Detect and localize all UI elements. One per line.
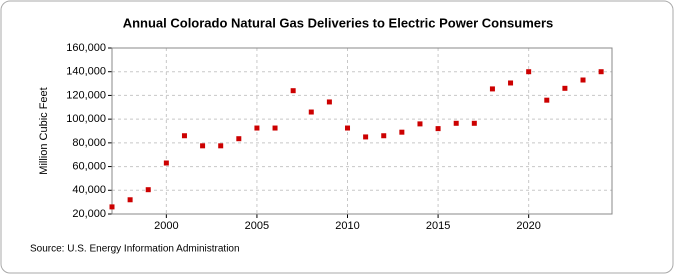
source: Source: U.S. Energy Information Administ… (30, 244, 240, 255)
point (562, 85, 568, 91)
y-tick-label: 20,000 (72, 208, 106, 220)
chart-title: Annual Colorado Natural Gas Deliveries t… (123, 15, 554, 30)
point (526, 69, 532, 75)
x-tick-label: 2005 (245, 220, 269, 232)
point (435, 126, 441, 132)
y-axis-label: Million Cubic Feet (38, 87, 50, 174)
frame (0, 0, 674, 274)
y-tick-label: 100,000 (66, 113, 106, 125)
point (290, 88, 296, 94)
point (181, 133, 187, 139)
point (272, 125, 278, 131)
point (308, 109, 314, 115)
point (326, 99, 332, 105)
x-tick-label: 2000 (154, 220, 178, 232)
x-tick-label: 2015 (426, 220, 450, 232)
y-tick-label: 120,000 (66, 89, 106, 101)
point (236, 136, 242, 142)
point (218, 143, 224, 149)
point (471, 120, 477, 126)
x-tick-label: 2020 (516, 220, 540, 232)
point (489, 86, 495, 92)
y-tick-label: 80,000 (72, 137, 106, 149)
point (508, 80, 514, 86)
point (453, 120, 459, 126)
point (145, 187, 151, 193)
point (163, 160, 169, 166)
x-tick-label: 2010 (335, 220, 359, 232)
point (580, 77, 586, 83)
point (544, 97, 550, 103)
point (598, 69, 604, 75)
point (363, 134, 369, 140)
point (381, 133, 387, 139)
y-tick-label: 40,000 (72, 184, 106, 196)
plot-area (111, 47, 613, 215)
point (109, 204, 115, 210)
y-tick-label: 160,000 (66, 42, 106, 54)
y-tick-label: 140,000 (66, 66, 106, 78)
point (345, 125, 351, 131)
point (399, 129, 405, 135)
point (254, 125, 260, 131)
point (127, 197, 133, 203)
y-tick-label: 60,000 (72, 160, 106, 172)
point (417, 121, 423, 127)
point (200, 143, 206, 149)
